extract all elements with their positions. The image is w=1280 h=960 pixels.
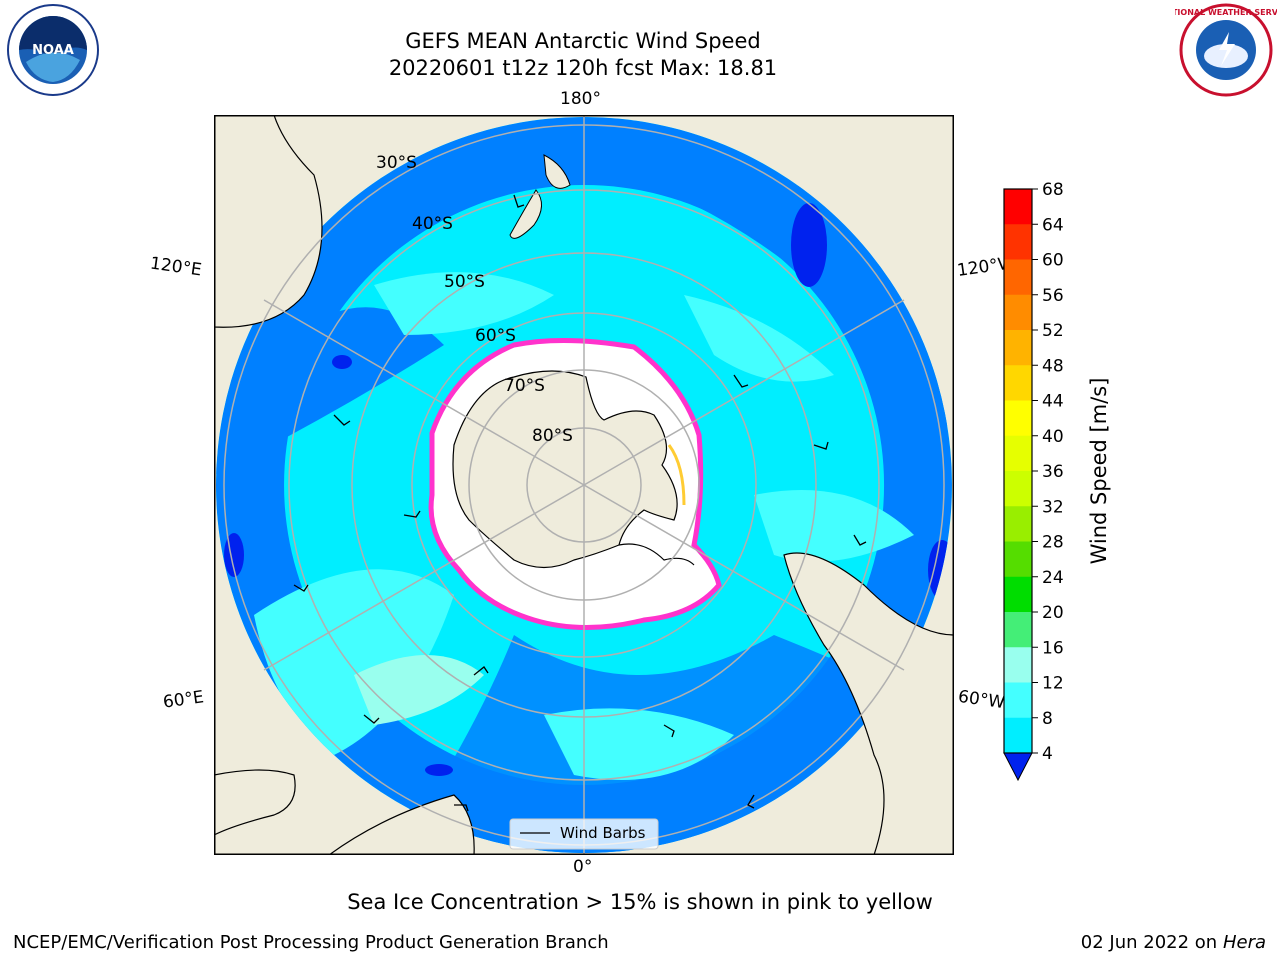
colorbar-segment <box>1004 717 1032 754</box>
lat-label-60: 60°S <box>475 326 516 346</box>
colorbar-tick-label: 32 <box>1042 497 1064 517</box>
colorbar-segment <box>1004 435 1032 472</box>
colorbar-label: Wind Speed [m/s] <box>1087 378 1111 565</box>
colorbar-segment <box>1004 330 1032 366</box>
footer-date: 02 Jun 2022 on Hera <box>1081 932 1266 953</box>
colorbar-extend-arrow <box>1003 752 1033 782</box>
colorbar-segments <box>1004 189 1032 754</box>
colorbar-segment <box>1004 612 1032 648</box>
noaa-logo-text: NOAA <box>32 43 74 58</box>
colorbar-segment <box>1004 576 1032 613</box>
colorbar-segment <box>1004 541 1032 578</box>
chart-subtitle: 20220601 t12z 120h fcst Max: 18.81 <box>388 56 778 80</box>
noaa-logo: NOAA <box>7 4 99 96</box>
lat-label-40: 40°S <box>412 214 453 234</box>
colorbar-segment <box>1004 400 1032 437</box>
colorbar-tick-label: 8 <box>1042 709 1053 729</box>
nws-logo-text: NATIONAL WEATHER SERVICE <box>1175 8 1277 17</box>
colorbar-segment <box>1004 294 1032 331</box>
polar-map: Wind Barbs 30°S 40°S 50°S 60°S 70°S 80°S <box>214 115 954 855</box>
colorbar-tick-label: 12 <box>1042 674 1064 694</box>
colorbar-tick-label: 56 <box>1042 286 1064 306</box>
colorbar-tick-label: 48 <box>1042 356 1064 376</box>
legend-box <box>509 818 659 850</box>
map-frame <box>214 115 954 855</box>
footer-date-text: 02 Jun 2022 on <box>1080 932 1218 953</box>
lat-label-70: 70°S <box>504 376 545 396</box>
colorbar-segment <box>1004 224 1032 260</box>
africa <box>327 794 475 855</box>
lat-label-50: 50°S <box>444 272 485 292</box>
colorbar-segment <box>1004 365 1032 401</box>
colorbar-tick-label: 52 <box>1042 321 1064 341</box>
colorbar-tick-label: 16 <box>1042 638 1064 658</box>
colorbar-tick-label: 44 <box>1042 392 1064 412</box>
footer-branch: NCEP/EMC/Verification Post Processing Pr… <box>13 932 609 953</box>
colorbar-tick-label: 20 <box>1042 603 1064 623</box>
new-zealand <box>509 154 571 239</box>
lat-label-30: 30°S <box>376 153 417 173</box>
sea-ice-note: Sea Ice Concentration > 15% is shown in … <box>347 890 933 914</box>
lon-label-60e: 60°E <box>161 687 206 713</box>
colorbar-tick-label: 28 <box>1042 533 1064 553</box>
antarctica-land <box>452 370 678 569</box>
australia <box>214 115 323 328</box>
legend-label: Wind Barbs <box>560 824 646 842</box>
madagascar-area <box>214 769 296 836</box>
colorbar-tick-label: 68 <box>1042 182 1064 200</box>
colorbar: 68 64 60 56 52 48 44 40 36 32 28 24 20 16 12 8 4 Wind Sp… <box>1003 182 1111 782</box>
colorbar-tick-label: 40 <box>1042 427 1064 447</box>
lon-label-120e: 120°E <box>148 253 203 281</box>
colorbar-tick-label: 24 <box>1042 568 1064 588</box>
nws-logo: NATIONAL WEATHER SERVICE <box>1175 3 1277 97</box>
chart-title: GEFS MEAN Antarctic Wind Speed <box>405 29 761 53</box>
colorbar-segment <box>1004 471 1032 507</box>
colorbar-tick-label: 60 <box>1042 251 1064 271</box>
colorbar-tick-label: 36 <box>1042 462 1064 482</box>
colorbar-segment <box>1004 189 1032 225</box>
colorbar-ticks: 68 64 60 56 52 48 44 40 36 32 28 24 20 16 12 8 4 <box>1032 182 1064 764</box>
colorbar-segment <box>1004 259 1032 296</box>
colorbar-segment <box>1004 682 1032 719</box>
lat-label-80: 80°S <box>532 426 573 446</box>
wind-barbs <box>293 194 867 812</box>
lon-label-0: 0° <box>573 857 593 877</box>
colorbar-segment <box>1004 506 1032 542</box>
colorbar-tick-label: 4 <box>1042 744 1053 764</box>
colorbar-tick-label: 64 <box>1042 215 1064 235</box>
colorbar-segment <box>1004 647 1032 683</box>
footer-host: Hera <box>1222 932 1266 953</box>
lon-label-180: 180° <box>560 89 601 109</box>
